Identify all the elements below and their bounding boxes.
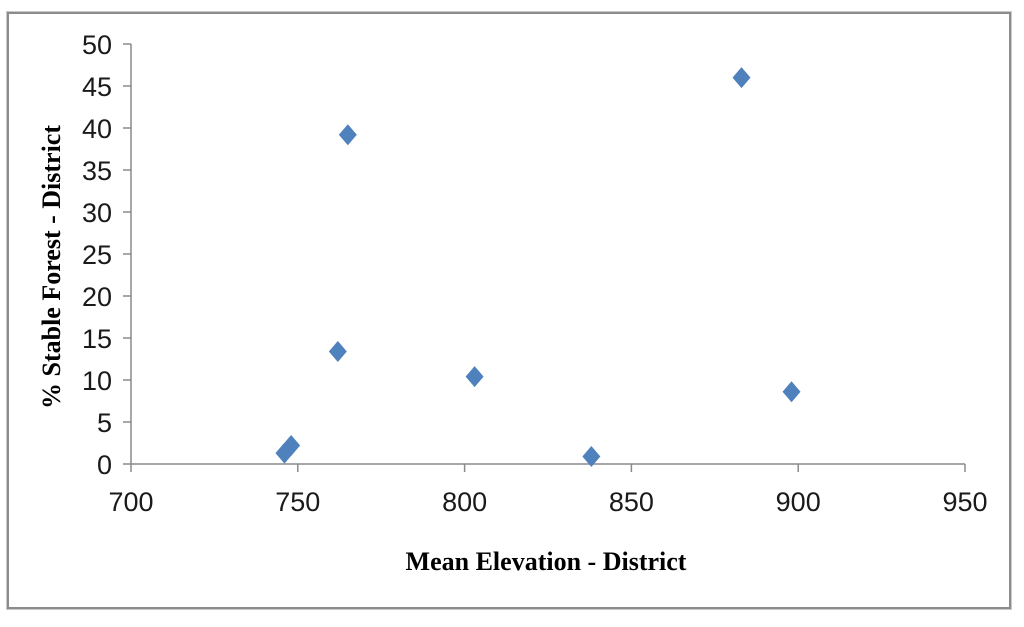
y-tick-label: 0 bbox=[97, 450, 112, 480]
y-tick-label: 15 bbox=[82, 324, 112, 354]
data-point-diamond bbox=[782, 381, 801, 403]
x-tick-label: 900 bbox=[776, 487, 821, 517]
y-tick-label: 10 bbox=[82, 366, 112, 396]
x-tick-label: 850 bbox=[609, 487, 654, 517]
y-tick-label: 5 bbox=[97, 408, 112, 438]
data-point-diamond bbox=[282, 435, 301, 457]
x-tick-label: 950 bbox=[942, 487, 987, 517]
y-tick-label: 45 bbox=[82, 72, 112, 102]
y-tick-label: 40 bbox=[82, 114, 112, 144]
y-tick-label: 30 bbox=[82, 198, 112, 228]
data-point-diamond bbox=[328, 340, 347, 362]
y-tick-label: 50 bbox=[82, 30, 112, 60]
x-axis-title: Mean Elevation - District bbox=[405, 547, 687, 576]
chart-border-frame bbox=[6, 11, 1012, 610]
x-tick-label: 750 bbox=[275, 487, 320, 517]
data-point-diamond bbox=[338, 124, 357, 146]
y-axis-title: % Stable Forest - District bbox=[37, 124, 66, 410]
data-point-diamond bbox=[465, 366, 484, 388]
y-tick-label: 25 bbox=[82, 240, 112, 270]
data-point-diamond bbox=[732, 67, 751, 89]
data-point-diamond bbox=[582, 445, 601, 467]
x-tick-label: 700 bbox=[108, 487, 153, 517]
x-tick-label: 800 bbox=[442, 487, 487, 517]
y-tick-label: 20 bbox=[82, 282, 112, 312]
y-tick-label: 35 bbox=[82, 156, 112, 186]
